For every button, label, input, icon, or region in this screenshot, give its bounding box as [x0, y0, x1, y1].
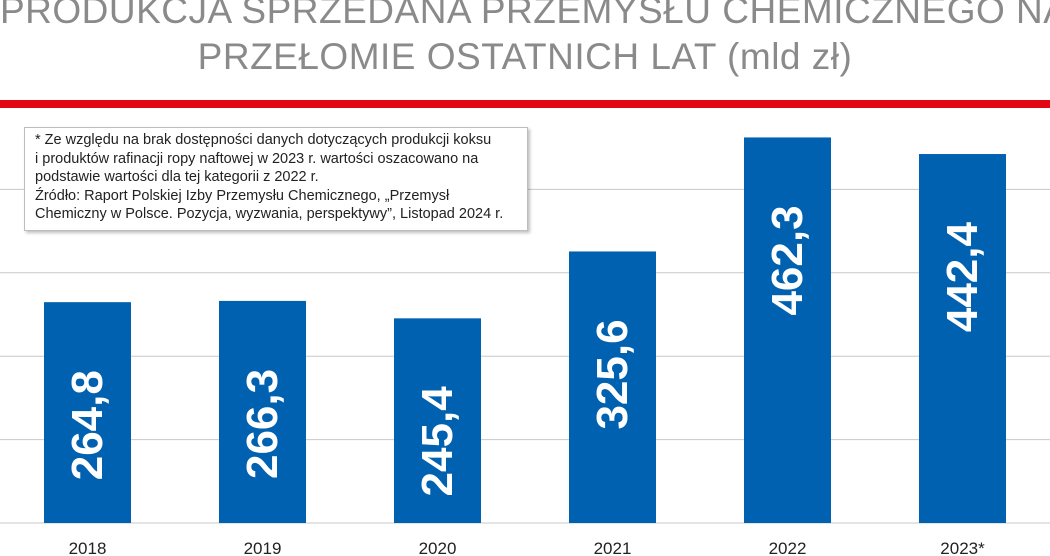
x-tick-label-1: 2019 [244, 539, 282, 556]
bar-4 [744, 137, 831, 523]
title-underline-rule [0, 100, 1050, 108]
source-line-1: Źródło: Raport Polskiej Izby Przemysłu C… [35, 187, 450, 204]
footnote-line-2: i produktów rafinacji ropy naftowej w 20… [35, 150, 479, 167]
bar-1 [219, 300, 306, 523]
bar-0 [44, 302, 131, 523]
bar-value-label-2: 245,4 [413, 386, 462, 497]
bar-value-label-4: 462,3 [763, 205, 812, 315]
source-line-2: Chemiczny w Polsce. Pozycja, wyzwania, p… [35, 206, 504, 222]
footnote-line-3: podstawie wartości dla tej kategorii z 2… [35, 169, 319, 185]
x-tick-label-0: 2018 [69, 539, 107, 556]
bar-5 [919, 154, 1006, 524]
footnote-box: * Ze względu na brak dostępności danych … [24, 127, 528, 231]
x-tick-label-5: 2023* [940, 539, 985, 556]
bar-2 [394, 318, 481, 523]
x-tick-label-2: 2020 [419, 539, 457, 556]
x-tick-label-3: 2021 [594, 539, 632, 556]
bar-value-label-3: 325,6 [588, 319, 637, 429]
bar-value-label-5: 442,4 [938, 222, 987, 333]
chart-title: PRODUKCJA SPRZEDANA PRZEMYSŁU CHEMICZNEG… [0, 0, 1050, 80]
bar-3 [569, 251, 656, 524]
x-tick-label-4: 2022 [769, 539, 807, 556]
chart-title-line-2: PRZEŁOMIE OSTATNICH LAT (mld zł) [197, 36, 853, 77]
bar-value-label-1: 266,3 [238, 369, 287, 479]
footnote-line-1: * Ze względu na brak dostępności danych … [35, 132, 492, 148]
chart-title-line-1: PRODUKCJA SPRZEDANA PRZEMYSŁU CHEMICZNEG… [0, 0, 1050, 31]
bar-value-label-0: 264,8 [63, 370, 112, 480]
